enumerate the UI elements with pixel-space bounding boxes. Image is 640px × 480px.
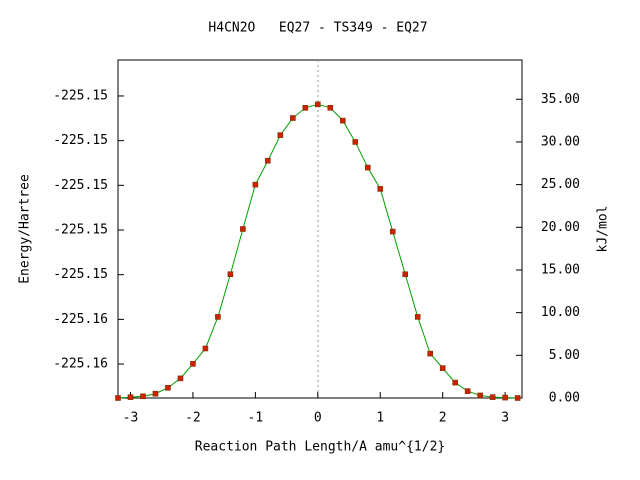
x-tick-label: 3 — [501, 411, 509, 426]
data-point — [165, 384, 171, 391]
data-point — [152, 390, 159, 397]
x-tick-label: 1 — [376, 411, 384, 426]
y2-tick-label: 5.00 — [549, 348, 580, 363]
data-point — [502, 394, 508, 401]
y2-tick-label: 10.00 — [541, 305, 580, 320]
y-axis-label: Energy/Hartree — [18, 174, 33, 284]
data-point — [127, 394, 134, 400]
y2-tick-label: 25.00 — [541, 177, 580, 192]
data-point — [414, 314, 421, 320]
data-point — [389, 228, 396, 235]
y-tick-label: -225.15 — [53, 267, 108, 282]
data-point — [190, 361, 196, 367]
y2-tick-label: 20.00 — [541, 220, 580, 235]
y2-tick-label: 30.00 — [541, 134, 580, 149]
x-tick-label: 0 — [314, 411, 322, 426]
data-point — [464, 388, 471, 394]
data-point — [402, 271, 409, 278]
y2-axis-label: kJ/mol — [596, 206, 611, 253]
data-point — [364, 164, 371, 171]
y2-tick-label: 0.00 — [549, 391, 580, 406]
data-point — [202, 345, 209, 352]
data-point — [315, 101, 321, 108]
data-point — [377, 186, 384, 192]
x-tick-label: -3 — [123, 411, 139, 426]
data-point — [489, 394, 496, 400]
chart-title: H4CN2O EQ27 - TS349 - EQ27 — [208, 21, 427, 36]
data-point — [252, 181, 259, 188]
x-axis-label: Reaction Path Length/A amu^{1/2} — [195, 440, 445, 455]
data-point — [227, 271, 234, 278]
x-tick-label: -2 — [185, 411, 201, 426]
y-tick-label: -225.15 — [53, 133, 108, 148]
x-tick-label: -1 — [248, 411, 264, 426]
data-point — [265, 157, 271, 164]
y-tick-label: -225.16 — [53, 312, 108, 327]
data-point — [115, 395, 121, 401]
data-point — [302, 104, 309, 111]
y2-tick-label: 15.00 — [541, 262, 580, 277]
data-point — [439, 365, 446, 371]
y-tick-label: -225.15 — [53, 178, 108, 193]
data-point — [140, 393, 146, 400]
data-point — [427, 350, 434, 357]
data-point — [339, 117, 346, 124]
y-tick-label: -225.15 — [53, 223, 108, 238]
data-point — [290, 115, 296, 121]
data-point — [352, 139, 359, 145]
data-point — [177, 375, 184, 382]
y-tick-label: -225.16 — [53, 357, 108, 372]
y-tick-label: -225.15 — [53, 88, 108, 103]
plot-frame — [117, 59, 523, 399]
data-point — [327, 104, 334, 111]
data-point — [240, 226, 246, 232]
y2-tick-label: 35.00 — [541, 92, 580, 107]
data-point — [452, 379, 458, 386]
data-point — [514, 395, 521, 401]
x-tick-label: 2 — [439, 411, 447, 426]
data-point — [477, 392, 483, 399]
data-point — [215, 314, 221, 320]
data-point — [277, 132, 284, 138]
